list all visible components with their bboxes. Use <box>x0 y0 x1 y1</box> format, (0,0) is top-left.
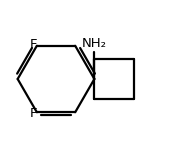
Text: F: F <box>30 39 37 52</box>
Text: NH₂: NH₂ <box>82 37 107 50</box>
Text: F: F <box>30 106 37 119</box>
